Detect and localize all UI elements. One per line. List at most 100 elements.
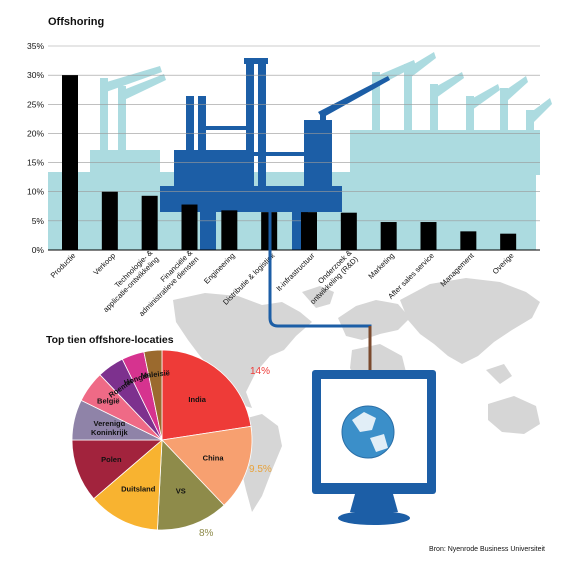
crane-tower: [404, 64, 412, 165]
pie-slice-label: India: [188, 395, 206, 404]
category-label-line: Overige: [491, 251, 516, 276]
bar-9: [380, 222, 397, 250]
pie-slice-label: Duitsland: [121, 484, 156, 493]
pie-slice-1: [161, 349, 252, 441]
crane-boom-blue: [318, 76, 390, 118]
pie-chart-title: Top tien offshore-locaties: [46, 334, 174, 346]
y-tick-label: 0%: [32, 245, 45, 255]
pie-slice-label-line: Maleisië: [140, 368, 170, 380]
pie-annotation: 8%: [199, 528, 214, 539]
platform-column: [186, 96, 194, 156]
category-label-line: Productie: [49, 251, 78, 280]
y-tick-label: 20%: [27, 128, 44, 138]
landmass-6: [400, 278, 540, 364]
pie-slice-label-line: Verenigd: [94, 419, 126, 428]
y-tick-label: 15%: [27, 158, 44, 168]
category-label-line: It-infrastructuur: [274, 251, 316, 293]
pie-slice-label-line: Polen: [101, 455, 122, 464]
crane-tower: [100, 78, 108, 168]
landmass-3: [302, 286, 334, 308]
pie-slice-label: Verenigd Koninkrijk: [91, 419, 129, 437]
crane-arm: [100, 66, 162, 92]
cable-support: [210, 152, 326, 156]
computer-monitor-illustration: [268, 210, 436, 525]
pie-annotation: 14%: [250, 366, 270, 377]
pie-annotations: 14% 9.5% 8%: [199, 366, 272, 539]
crane-arm: [526, 98, 552, 124]
bar-5: [221, 210, 238, 250]
bar-8: [340, 212, 357, 250]
category-label: Marketing: [366, 251, 396, 281]
category-label-line: Verkoop: [91, 251, 117, 277]
bar-11: [460, 231, 477, 250]
crane-arm: [404, 52, 436, 78]
y-tick-label: 25%: [27, 99, 44, 109]
industrial-illustration: [48, 52, 552, 250]
bar-4: [181, 204, 198, 250]
pie-slice-label: Polen: [101, 455, 122, 464]
monitor-stand: [338, 511, 410, 525]
pie-slice-label-line: Duitsland: [121, 484, 156, 493]
pie-slice-label-line: Koninkrijk: [91, 428, 129, 437]
bar-chart-grid: [48, 45, 540, 251]
crane-arm: [430, 72, 464, 98]
bar-7: [301, 212, 317, 250]
derrick-right: [258, 62, 266, 188]
landmass-4: [338, 300, 410, 340]
pie-slice-3: [157, 439, 225, 531]
globe-outline: [341, 405, 395, 459]
pie-slice-5: [71, 439, 164, 500]
crane-cab: [320, 114, 326, 124]
pie-chart: India China VS Duitsland Polen Verenigd Konink…: [71, 349, 253, 531]
category-label-line: Marketing: [366, 251, 396, 281]
warehouse-right: [350, 130, 540, 175]
platform-leg: [200, 212, 216, 250]
pie-slice-label: VS: [176, 487, 186, 496]
crane-tower: [118, 86, 126, 175]
bar-3: [141, 195, 158, 250]
walkway: [206, 126, 250, 130]
monitor-neck: [350, 494, 398, 512]
category-label: It-infrastructuur: [274, 251, 316, 293]
pie-slice-label-line: VS: [176, 487, 186, 496]
pie-slice-label: Maleisië: [140, 368, 170, 380]
y-tick-label: 30%: [27, 70, 44, 80]
platform-column: [198, 96, 206, 156]
y-tick-label: 35%: [27, 41, 44, 51]
category-label: Productie: [49, 251, 78, 280]
category-label: Engineering: [202, 251, 237, 286]
pie-slice-label: België: [97, 397, 120, 406]
crane-base-left: [90, 150, 160, 174]
landmass-1: [173, 293, 312, 408]
pie-annotation: 9.5%: [249, 464, 272, 475]
crane-tower: [430, 84, 438, 170]
landmass-8: [488, 396, 540, 434]
landmass-7: [486, 364, 512, 384]
bar-12: [500, 233, 517, 250]
crane-tower: [372, 72, 380, 165]
network-cable-blue: [268, 210, 372, 372]
bar-2: [101, 191, 118, 250]
globe-landmass: [352, 412, 388, 452]
bar-1: [62, 75, 78, 251]
pie-slice-label: China: [203, 453, 225, 462]
y-tick-label: 10%: [27, 187, 44, 197]
pie-slice-2: [161, 425, 253, 506]
category-label-line: Engineering: [202, 251, 237, 286]
crane-arm: [118, 74, 166, 100]
source-credit: Bron: Nyenrode Business Universiteit: [429, 546, 545, 553]
platform-block: [174, 150, 248, 190]
y-tick-label: 5%: [32, 216, 45, 226]
pie-slice-label-line: China: [203, 453, 225, 462]
bar-chart-title: Offshoring: [48, 16, 104, 28]
pie-slice-label-line: India: [188, 395, 206, 404]
category-label: Verkoop: [91, 251, 117, 277]
derrick-top: [244, 58, 268, 64]
crane-arm: [466, 84, 500, 110]
pie-slice-4: [93, 439, 163, 531]
pie-slice-10: [143, 349, 163, 441]
bar-chart-bars: [62, 75, 517, 251]
category-label: Overige: [491, 251, 516, 276]
pie-slice-label-line: België: [97, 397, 120, 406]
